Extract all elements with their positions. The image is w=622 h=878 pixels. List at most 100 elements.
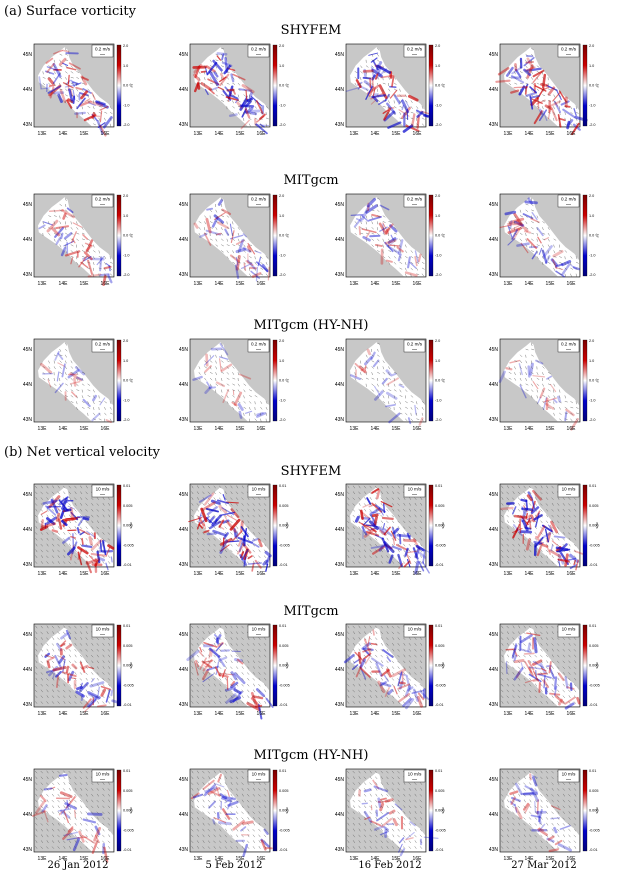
map-svg: 0.2 m/s 13E 14E 15E 16E 45N 44N 43N 2.0 1.0 0.0 -1.… xyxy=(179,338,289,432)
x-tick-label: 16E xyxy=(257,426,267,432)
y-tick-label: 43N xyxy=(335,847,345,853)
x-tick-label: 14E xyxy=(215,131,225,137)
x-tick-label: 13E xyxy=(350,131,360,137)
y-tick-label: 45N xyxy=(179,52,189,58)
vector-scale-legend: 0.2 m/s xyxy=(91,194,114,208)
y-tick-label: 44N xyxy=(489,812,499,818)
x-tick-label: 16E xyxy=(257,281,267,287)
colorbar-tick-label: -2.0 xyxy=(589,273,596,277)
map-panel: 0.2 m/s 13E 14E 15E 16E 45N 44N 43N 2.0 1.0 0.0 -1.… xyxy=(316,335,464,438)
field-pattern xyxy=(358,779,439,857)
colorbar-tick-label: 1.0 xyxy=(589,214,594,218)
vector-scale-label: 0.2 m/s xyxy=(95,342,111,347)
x-tick-label: 16E xyxy=(567,281,577,287)
x-tick-label: 15E xyxy=(236,856,246,862)
y-tick-label: 45N xyxy=(489,492,499,498)
colorbar-tick-label: 0.000 xyxy=(589,524,599,528)
y-tick-label: 45N xyxy=(179,347,189,353)
colorbar-tick-label: 0.0 xyxy=(279,234,284,238)
colorbar-unit-label: m/s xyxy=(129,807,133,813)
y-tick-label: 44N xyxy=(335,812,345,818)
colorbar-tick-label: 0.01 xyxy=(123,769,130,773)
vector-scale-legend: 0.2 m/s xyxy=(557,194,580,208)
vector-scale-label: 10 m/s xyxy=(562,627,576,632)
vector-scale-label: 10 m/s xyxy=(408,487,422,492)
colorbar-tick-label: 2.0 xyxy=(589,339,594,343)
colorbar-tick-label: 1.0 xyxy=(435,214,440,218)
x-tick-label: 15E xyxy=(236,711,246,717)
y-tick-label: 44N xyxy=(335,667,345,673)
colorbar-tick-label: -0.005 xyxy=(435,828,446,832)
colorbar xyxy=(272,339,278,422)
sea-area xyxy=(504,197,580,277)
colorbar-tick-label: -1.0 xyxy=(589,103,596,107)
vector-scale-label: 10 m/s xyxy=(252,487,266,492)
y-tick-label: 44N xyxy=(179,382,189,388)
map-svg: 10 m/s 13E 14E 15E 16E 45N 44N 43N 0.01 0.005 0.00… xyxy=(489,623,600,717)
vector-scale-label: 0.2 m/s xyxy=(95,197,111,202)
field-pattern xyxy=(509,773,572,853)
vector-scale-legend: 0.2 m/s xyxy=(403,194,426,208)
vector-scale-label: 10 m/s xyxy=(408,627,422,632)
map-svg: 0.2 m/s 13E 14E 15E 16E 45N 44N 43N 2.0 1.0 0.0 -1.… xyxy=(179,43,289,137)
colorbar xyxy=(428,194,434,277)
colorbar-tick-label: 0.01 xyxy=(279,484,286,488)
field-pattern xyxy=(350,197,422,277)
vector-arrows xyxy=(354,343,425,422)
colorbar xyxy=(116,624,122,707)
map-panel: 10 m/s 13E 14E 15E 16E 45N 44N 43N 0.01 0.005 0.00… xyxy=(4,620,152,723)
vector-scale-label: 10 m/s xyxy=(96,772,110,777)
x-tick-label: 14E xyxy=(59,131,69,137)
map-panel: 0.2 m/s 13E 14E 15E 16E 45N 44N 43N 2.0 1.0 0.0 -1.… xyxy=(316,190,464,293)
field-pattern xyxy=(39,495,115,574)
y-tick-label: 43N xyxy=(489,562,499,568)
colorbar-tick-label: -0.01 xyxy=(435,563,444,567)
colorbar-tick-label: 1.0 xyxy=(435,64,440,68)
y-tick-label: 44N xyxy=(335,87,345,93)
x-tick-label: 14E xyxy=(371,571,381,577)
map-panel: 0.2 m/s 13E 14E 15E 16E 45N 44N 43N 2.0 1.0 0.0 -1.… xyxy=(470,40,618,143)
colorbar-unit-label: ζ/f xyxy=(285,379,289,384)
colorbar-tick-label: -1.0 xyxy=(123,253,130,257)
sea-area xyxy=(38,47,114,127)
colorbar-tick-label: 2.0 xyxy=(123,339,128,343)
colorbar-tick-label: -0.005 xyxy=(589,828,600,832)
colorbar-tick-label: 0.005 xyxy=(123,644,133,648)
map-svg: 10 m/s 13E 14E 15E 16E 45N 44N 43N 0.01 0.005 0.00… xyxy=(23,483,134,577)
vector-scale-legend: 0.2 m/s xyxy=(247,194,270,208)
colorbar xyxy=(582,194,588,277)
y-tick-label: 44N xyxy=(489,667,499,673)
colorbar xyxy=(272,624,278,707)
colorbar-tick-label: 0.000 xyxy=(589,664,599,668)
y-tick-label: 45N xyxy=(489,52,499,58)
colorbar-unit-label: ζ/f xyxy=(441,84,445,89)
x-tick-label: 14E xyxy=(371,131,381,137)
x-tick-label: 13E xyxy=(504,856,514,862)
y-tick-label: 44N xyxy=(23,527,33,533)
x-tick-label: 16E xyxy=(101,426,111,432)
map-panel: 0.2 m/s 13E 14E 15E 16E 45N 44N 43N 2.0 1.0 0.0 -1.… xyxy=(160,40,308,143)
colorbar-unit-label: ζ/f xyxy=(129,379,133,384)
vector-arrows xyxy=(198,198,269,277)
vector-arrows xyxy=(190,770,267,849)
y-tick-label: 44N xyxy=(179,87,189,93)
map-panel: 0.2 m/s 13E 14E 15E 16E 45N 44N 43N 2.0 1.0 0.0 -1.… xyxy=(4,190,152,293)
colorbar xyxy=(428,339,434,422)
colorbar-tick-label: -2.0 xyxy=(435,418,442,422)
colorbar-tick-label: 0.000 xyxy=(279,809,289,813)
x-tick-label: 16E xyxy=(567,426,577,432)
x-tick-label: 13E xyxy=(350,281,360,287)
x-tick-label: 14E xyxy=(371,281,381,287)
colorbar xyxy=(272,194,278,277)
vector-scale-legend: 0.2 m/s xyxy=(91,339,114,353)
y-tick-label: 44N xyxy=(23,87,33,93)
y-tick-label: 43N xyxy=(489,417,499,423)
y-tick-label: 43N xyxy=(23,562,33,568)
y-tick-label: 44N xyxy=(179,237,189,243)
vector-arrows xyxy=(34,625,111,704)
x-tick-label: 13E xyxy=(504,571,514,577)
map-svg: 0.2 m/s 13E 14E 15E 16E 45N 44N 43N 2.0 1.0 0.0 -1.… xyxy=(489,338,599,432)
sea-area xyxy=(504,47,580,127)
y-tick-label: 45N xyxy=(179,202,189,208)
x-tick-label: 14E xyxy=(59,571,69,577)
